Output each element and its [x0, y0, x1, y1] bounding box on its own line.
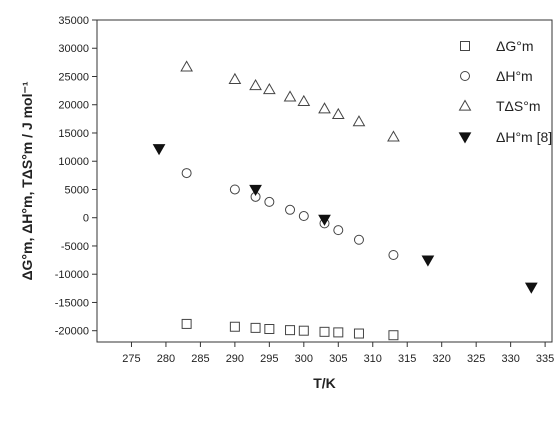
x-tick-label: 320 [433, 353, 451, 365]
data-point-series-3 [331, 107, 345, 119]
y-tick-label: 15000 [58, 128, 89, 140]
data-point-series-3 [249, 79, 262, 91]
x-tick-label: 275 [122, 353, 140, 365]
x-tick-label: 315 [398, 353, 416, 365]
data-point-series-3 [283, 90, 297, 102]
y-axis: -20000 -15000 -10000 -5000 0 5000 10000 15000 20… [55, 15, 97, 338]
y-tick-label: 25000 [58, 71, 89, 83]
data-point-series-2 [181, 168, 192, 179]
y-tick-label: 10000 [58, 156, 89, 168]
legend-marker-3 [458, 99, 472, 111]
y-tick-label: 35000 [58, 15, 89, 27]
legend-label-2: ΔH°m [496, 68, 533, 84]
data-point-series-2 [264, 196, 275, 207]
data-point-series-1 [298, 325, 309, 336]
y-tick-label: 30000 [58, 43, 89, 55]
x-tick-label: 310 [364, 353, 382, 365]
y-tick-label: 5000 [65, 184, 89, 196]
data-point-series-1 [333, 327, 344, 338]
plot-border [96, 19, 553, 343]
x-tick-label: 280 [157, 353, 175, 365]
legend: ΔG°m ΔH°m TΔS°m ΔH°m [8] [458, 38, 552, 145]
data-point-series-1 [229, 321, 240, 332]
data-point-series-3 [318, 102, 331, 114]
y-tick-label: -20000 [55, 326, 89, 338]
y-tick-label: -5000 [61, 241, 89, 253]
data-point-series-2 [229, 184, 240, 195]
legend-marker-2 [460, 71, 470, 81]
data-markers [152, 60, 538, 341]
x-tick-label: 330 [501, 353, 519, 365]
data-point-series-4 [249, 184, 262, 196]
data-point-series-1 [319, 326, 330, 337]
data-point-series-4 [152, 144, 166, 156]
x-tick-label: 290 [226, 353, 244, 365]
data-point-series-1 [285, 325, 296, 336]
x-tick-label: 285 [191, 353, 209, 365]
data-point-series-3 [352, 115, 366, 127]
data-point-series-2 [388, 250, 399, 261]
x-tick-label: 295 [260, 353, 278, 365]
data-point-series-3 [228, 72, 242, 84]
legend-marker-4 [458, 132, 472, 144]
x-tick-label: 325 [467, 353, 485, 365]
data-point-series-1 [353, 328, 364, 339]
data-point-series-1 [388, 330, 399, 341]
x-axis: 275 280 285 290 295 300 305 310 315 320 325 330 335 [122, 342, 554, 365]
data-point-series-2 [285, 204, 296, 215]
data-point-series-2 [298, 211, 309, 222]
y-tick-label: -15000 [55, 297, 89, 309]
y-tick-label: 20000 [58, 100, 89, 112]
data-point-series-1 [250, 322, 261, 333]
data-point-series-1 [181, 318, 192, 329]
y-tick-label: 0 [83, 213, 89, 225]
y-axis-title-text: ΔG°m, ΔH°m, TΔS°m / J mol⁻¹ [19, 81, 35, 280]
data-point-series-2 [353, 234, 364, 245]
data-point-series-2 [333, 225, 344, 236]
x-tick-label: 300 [295, 353, 313, 365]
x-tick-label: 305 [329, 353, 347, 365]
data-point-series-3 [262, 82, 276, 95]
data-point-series-3 [297, 94, 311, 106]
data-point-series-3 [387, 130, 400, 142]
x-tick-label: 335 [536, 353, 554, 365]
y-axis-title: ΔG°m, ΔH°m, TΔS°m / J mol⁻¹ [19, 81, 35, 280]
data-point-series-4 [318, 214, 331, 226]
plot-frame [96, 19, 553, 343]
y-tick-label: -10000 [55, 269, 89, 281]
legend-label-4: ΔH°m [8] [496, 129, 552, 145]
data-point-series-4 [421, 255, 435, 267]
legend-label-3: TΔS°m [496, 98, 541, 114]
legend-label-1: ΔG°m [496, 38, 534, 54]
x-axis-title: T/K [313, 375, 336, 391]
data-point-series-1 [264, 324, 275, 335]
data-point-series-3 [180, 60, 193, 72]
data-point-series-4 [524, 282, 538, 294]
legend-marker-1 [460, 41, 470, 51]
